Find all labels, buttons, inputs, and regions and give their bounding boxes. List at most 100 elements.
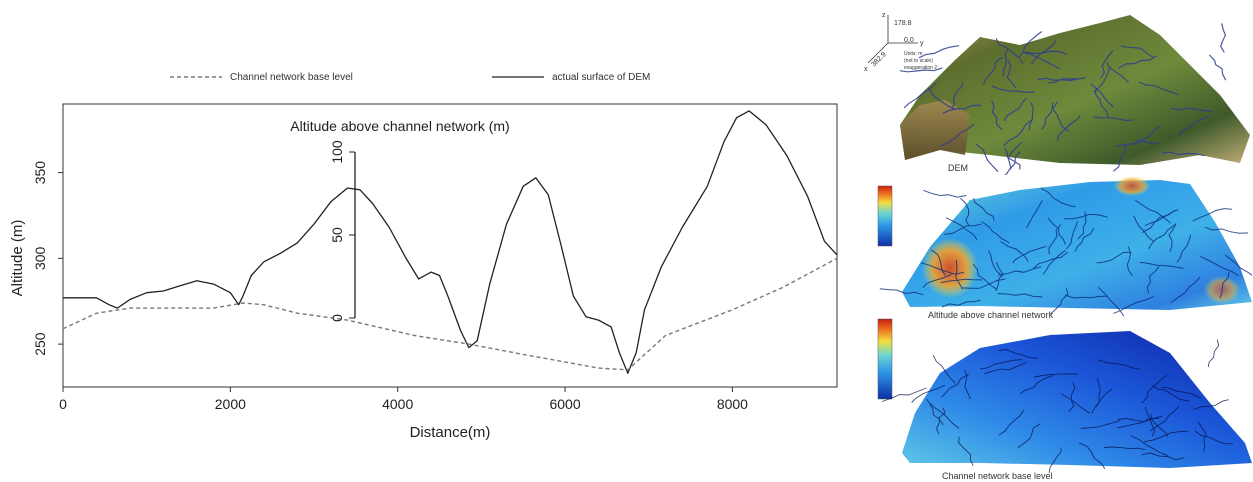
- inset-scale-bar: 0 50 100: [329, 140, 356, 322]
- channel-segment: [1146, 266, 1160, 294]
- channel-segment: [1025, 200, 1043, 229]
- y-tick-label: 250: [32, 332, 48, 356]
- aac-hotspot-top: [1114, 176, 1150, 196]
- channel-segment: [1024, 52, 1061, 70]
- channel-segment: [1120, 45, 1155, 59]
- channel-segment: [1135, 199, 1171, 224]
- channel-segment: [995, 38, 1024, 65]
- dem-caption: DEM: [948, 163, 968, 173]
- channel-segment: [1060, 393, 1091, 414]
- channel-segment: [955, 259, 963, 290]
- channel-segment: [1130, 435, 1168, 456]
- channel-segment: [1170, 276, 1201, 304]
- channel-segment: [1030, 40, 1056, 65]
- channel-segment: [1192, 208, 1233, 222]
- y-tick-label: 300: [32, 246, 48, 270]
- channel-segment: [1017, 423, 1041, 449]
- channel-segment: [1144, 430, 1189, 443]
- channel-segment: [995, 262, 1004, 292]
- channel-segment: [1149, 405, 1180, 432]
- channel-segment: [903, 82, 938, 109]
- channel-segment: [958, 436, 974, 466]
- channel-segment: [1040, 187, 1076, 208]
- channel-segment: [1219, 271, 1230, 299]
- aac-surface: [902, 180, 1252, 310]
- x-axis-ticks: 0 2000 4000 6000 8000: [59, 387, 748, 412]
- legend-label-base-level: Channel network base level: [230, 72, 353, 83]
- channel-segment: [911, 384, 946, 403]
- channel-segment: [1018, 31, 1043, 58]
- channel-segment: [1048, 224, 1062, 255]
- channel-segment: [1033, 373, 1078, 378]
- legend-label-dem-surface: actual surface of DEM: [552, 72, 650, 83]
- channel-segment: [929, 402, 960, 429]
- channel-segment: [1177, 115, 1211, 138]
- channel-segment: [951, 81, 964, 109]
- channel-segment: [998, 349, 1039, 359]
- channel-segment: [1079, 442, 1106, 470]
- channel-segment: [1066, 221, 1079, 250]
- channel-segment: [918, 45, 960, 59]
- y-tick-label: 350: [32, 161, 48, 185]
- dem-channel-network: [899, 23, 1227, 175]
- channel-segment: [987, 250, 1004, 277]
- dem-note-line-2: (not to scale): [904, 58, 933, 64]
- altitude-above-view: [877, 176, 1252, 317]
- channel-segment: [1192, 399, 1229, 410]
- altitude-profile-chart: Channel network base level actual surfac…: [9, 72, 838, 441]
- base-level-view: [877, 318, 1252, 474]
- channel-segment: [1194, 430, 1234, 445]
- channel-segment: [1144, 406, 1155, 437]
- axis-origin-label: 0,0: [904, 37, 914, 44]
- inset-tick-label: 0: [329, 314, 345, 322]
- channel-segment: [1068, 382, 1076, 413]
- channel-segment: [998, 409, 1025, 436]
- aac-color-scale: [877, 185, 893, 247]
- axis-y-label: y: [920, 40, 924, 47]
- base-level-caption: Channel network base level: [942, 471, 1053, 481]
- dem-panel: z 178.8 0,0 y x 382.9 Units: m (not to s…: [860, 5, 1250, 175]
- channel-segment: [922, 273, 952, 289]
- channel-segment: [939, 123, 975, 147]
- channel-segment: [1003, 97, 1028, 122]
- channel-segment: [1152, 385, 1189, 402]
- channel-segment: [928, 87, 955, 110]
- channel-segment: [1050, 288, 1069, 315]
- x-axis-label: Distance(m): [410, 424, 491, 441]
- channel-segment: [1200, 255, 1239, 277]
- channel-segment: [1064, 213, 1108, 220]
- channel-segment: [941, 373, 970, 398]
- channel-segment: [1097, 286, 1125, 317]
- series-line-base-level: [62, 257, 838, 371]
- channel-segment: [1224, 254, 1252, 276]
- channel-segment: [1032, 251, 1069, 270]
- channel-segment: [972, 263, 998, 290]
- channel-segment: [1139, 81, 1180, 96]
- altitude-above-caption: Altitude above channel network: [928, 310, 1054, 320]
- channel-segment: [1115, 140, 1159, 147]
- inset-tick-label: 100: [329, 140, 345, 164]
- channel-segment: [1176, 234, 1192, 263]
- channel-segment: [1126, 246, 1133, 276]
- aac-hotspot-left: [922, 238, 978, 298]
- channel-segment: [1056, 114, 1081, 142]
- channel-segment: [1004, 151, 1021, 175]
- channel-segment: [997, 293, 1043, 298]
- channel-segment: [1042, 249, 1066, 275]
- channel-segment: [1207, 339, 1220, 368]
- channel-segment: [1162, 151, 1205, 157]
- axis-x-value: 382.9: [870, 51, 887, 68]
- channel-segment: [1094, 88, 1109, 118]
- channel-segment: [1170, 107, 1213, 112]
- channel-segment: [990, 99, 1003, 131]
- channel-segment: [899, 67, 943, 73]
- channel-segment: [1168, 223, 1177, 252]
- bl-channel-network: [881, 339, 1234, 474]
- channel-segment: [1141, 452, 1185, 461]
- chart-title: Altitude above channel network (m): [290, 118, 509, 134]
- channel-segment: [1204, 226, 1248, 234]
- channel-segment: [936, 407, 946, 435]
- x-tick-label: 0: [59, 396, 67, 412]
- channel-segment: [930, 249, 946, 276]
- inset-tick-label: 50: [329, 227, 345, 243]
